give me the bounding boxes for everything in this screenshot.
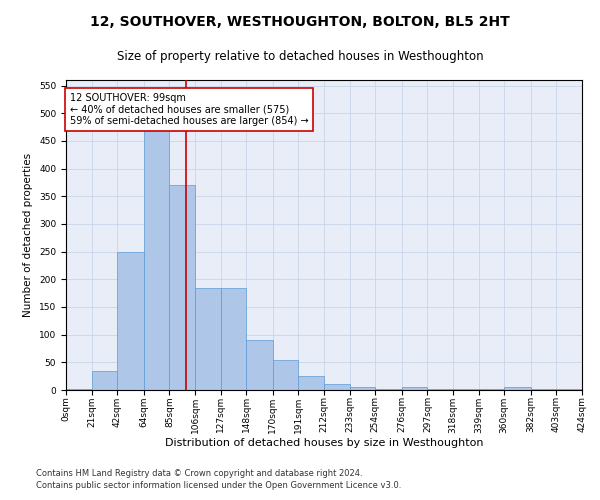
Bar [169,185,195,390]
Bar [117,252,144,390]
Text: Contains HM Land Registry data © Crown copyright and database right 2024.: Contains HM Land Registry data © Crown c… [36,468,362,477]
Y-axis label: Number of detached properties: Number of detached properties [23,153,34,317]
Bar [92,370,117,390]
Bar [324,384,350,390]
X-axis label: Distribution of detached houses by size in Westhoughton: Distribution of detached houses by size … [165,438,483,448]
Bar [144,108,169,390]
Bar [195,288,221,390]
Text: Contains public sector information licensed under the Open Government Licence v3: Contains public sector information licen… [36,481,401,490]
Bar [531,389,556,390]
Bar [375,389,402,390]
Text: Size of property relative to detached houses in Westhoughton: Size of property relative to detached ho… [116,50,484,63]
Text: 12, SOUTHOVER, WESTHOUGHTON, BOLTON, BL5 2HT: 12, SOUTHOVER, WESTHOUGHTON, BOLTON, BL5… [90,15,510,29]
Bar [453,389,479,390]
Bar [273,360,298,390]
Bar [402,387,427,390]
Text: 12 SOUTHOVER: 99sqm
← 40% of detached houses are smaller (575)
59% of semi-detac: 12 SOUTHOVER: 99sqm ← 40% of detached ho… [70,94,308,126]
Bar [504,387,531,390]
Bar [350,387,375,390]
Bar [66,389,92,390]
Bar [298,376,324,390]
Bar [556,389,582,390]
Bar [246,340,273,390]
Bar [479,389,504,390]
Bar [427,389,453,390]
Bar [221,288,246,390]
